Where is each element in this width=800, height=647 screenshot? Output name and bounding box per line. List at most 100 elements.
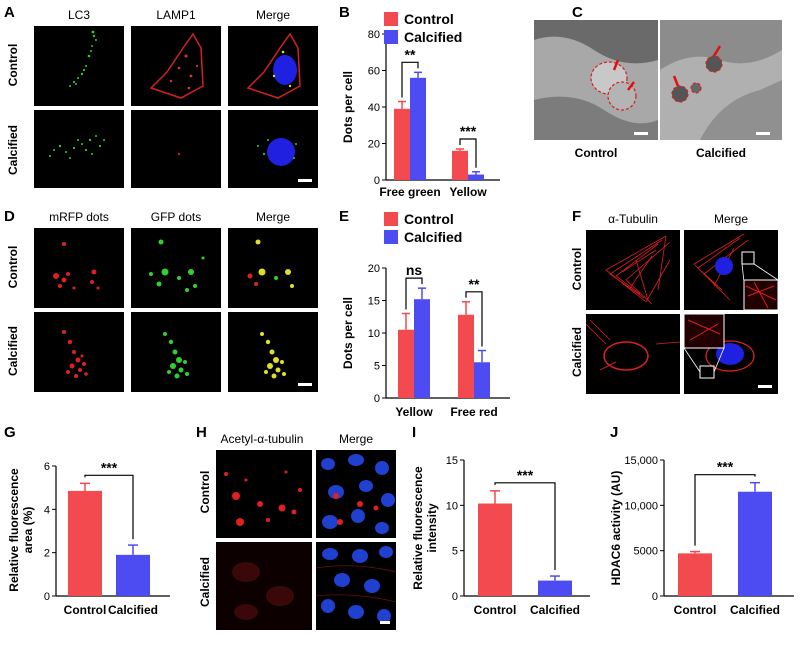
micrograph-mrfp-control	[34, 228, 124, 308]
row-label: Calcified	[6, 125, 20, 176]
x-tick-label: Calcified	[108, 603, 158, 617]
em-image-calcified	[660, 20, 782, 140]
micrograph-lc3-calcified	[34, 110, 124, 188]
legend-label: Calcified	[404, 229, 462, 245]
em-caption: Control	[574, 146, 618, 160]
col-title: Merge	[713, 212, 748, 226]
col-title: GFP dots	[150, 210, 202, 224]
row-label: Control	[6, 245, 20, 289]
row-label: Calcified	[198, 557, 212, 608]
micrograph-merge-h-control	[316, 450, 396, 538]
x-tick-label: Yellow	[395, 405, 433, 416]
bar	[394, 108, 410, 180]
bar	[738, 491, 772, 596]
panel-label-j: J	[610, 424, 619, 441]
row-label: Control	[570, 247, 584, 291]
legend-swatch	[384, 212, 398, 226]
y-tick-label: 10	[446, 500, 458, 512]
col-title: α-Tubulin	[608, 212, 658, 226]
chart-g: 0 2 4 6 Relative fluorescence area (%) Control…	[7, 459, 170, 617]
legend-label: Control	[404, 11, 454, 27]
y-tick-label: 2	[44, 548, 50, 560]
micrograph-acetyl-calcified	[216, 542, 312, 630]
legend-swatch	[384, 30, 398, 44]
micrograph-gfp-calcified	[131, 312, 221, 392]
y-tick-label: 0	[452, 591, 458, 603]
bar	[116, 554, 150, 596]
micrograph-gfp-control	[131, 228, 221, 308]
bar	[410, 77, 426, 180]
col-title: Merge	[255, 8, 290, 22]
x-tick-label: Control	[64, 603, 107, 617]
legend-swatch	[384, 12, 398, 26]
significance-label: ***	[717, 459, 734, 475]
row-label: Control	[6, 43, 20, 87]
micrograph-lamp1-calcified	[131, 110, 221, 188]
panel-label-h: H	[196, 424, 207, 441]
bar	[398, 329, 414, 398]
x-tick-label: Yellow	[449, 185, 487, 199]
micrograph-merge-f-calcified	[684, 314, 778, 394]
y-axis-label: area (%)	[21, 507, 35, 554]
micrograph-mrfp-calcified	[34, 312, 124, 392]
y-axis-label: Relative fluorescence	[411, 466, 425, 590]
row-label: Calcified	[570, 327, 584, 378]
significance-bracket	[465, 291, 483, 347]
row-label: Control	[198, 470, 212, 514]
col-title: Merge	[255, 210, 290, 224]
panel-label-f: F	[572, 208, 582, 225]
y-tick-label: 0	[44, 591, 50, 603]
significance-label: ***	[517, 467, 534, 483]
significance-label: ns	[406, 262, 423, 278]
significance-label: **	[405, 46, 416, 62]
y-tick-label: 60	[368, 66, 380, 78]
micrograph-tubulin-control	[586, 230, 680, 310]
significance-bracket	[694, 474, 756, 546]
bar	[414, 299, 430, 398]
y-tick-label: 15	[446, 455, 458, 467]
micrograph-tubulin-calcified	[586, 314, 680, 394]
y-axis-label: HDAC6 activity (AU)	[609, 471, 623, 586]
panel-label-i: I	[412, 424, 417, 441]
micrograph-lamp1-control	[131, 26, 221, 106]
micrograph-merge-control	[228, 26, 318, 106]
significance-label: ***	[460, 123, 477, 139]
scale-bar	[380, 621, 390, 624]
col-title: LAMP1	[156, 8, 196, 22]
significance-bracket	[401, 61, 419, 98]
panel-label-d: D	[4, 208, 15, 225]
y-axis-label: intensity	[425, 503, 439, 553]
y-tick-label: 0	[652, 591, 658, 603]
y-tick-label: 5	[452, 546, 458, 558]
micrograph-merge-h-calcified	[316, 542, 396, 630]
bar	[452, 150, 468, 180]
panel-label-c: C	[572, 4, 583, 21]
y-tick-label: 15,000	[624, 455, 658, 467]
y-tick-label: 80	[368, 29, 380, 41]
y-axis-label: Relative fluorescence	[7, 468, 21, 592]
x-tick-label: Calcified	[730, 603, 780, 617]
significance-bracket	[405, 277, 423, 310]
significance-bracket	[494, 482, 556, 571]
x-tick-label: Control	[474, 603, 517, 617]
significance-bracket	[459, 138, 477, 168]
panel-label-e: E	[339, 208, 350, 225]
chart-i: 0 5 10 15 Relative fluorescence intensity Cont…	[411, 455, 590, 617]
micrograph-merge-d-calcified	[228, 312, 318, 392]
y-tick-label: 20	[368, 139, 380, 151]
col-title: Acetyl-α-tubulin	[220, 432, 304, 446]
legend-label: Calcified	[404, 29, 462, 45]
col-title: LC3	[67, 8, 90, 22]
y-tick-label: 10,000	[624, 500, 658, 512]
y-tick-label: 5	[374, 361, 380, 373]
y-tick-label: 6	[44, 461, 50, 473]
chart-b: 0 20 40 60 80 Dots per cell Free green ** Yellow…	[341, 11, 500, 199]
bar	[474, 362, 490, 398]
bar	[458, 314, 474, 398]
scale-bar	[298, 383, 312, 386]
bar	[678, 553, 712, 596]
y-tick-label: 0	[374, 175, 380, 187]
x-tick-label: Calcified	[530, 603, 580, 617]
bar	[68, 490, 102, 596]
significance-bracket	[84, 474, 134, 540]
